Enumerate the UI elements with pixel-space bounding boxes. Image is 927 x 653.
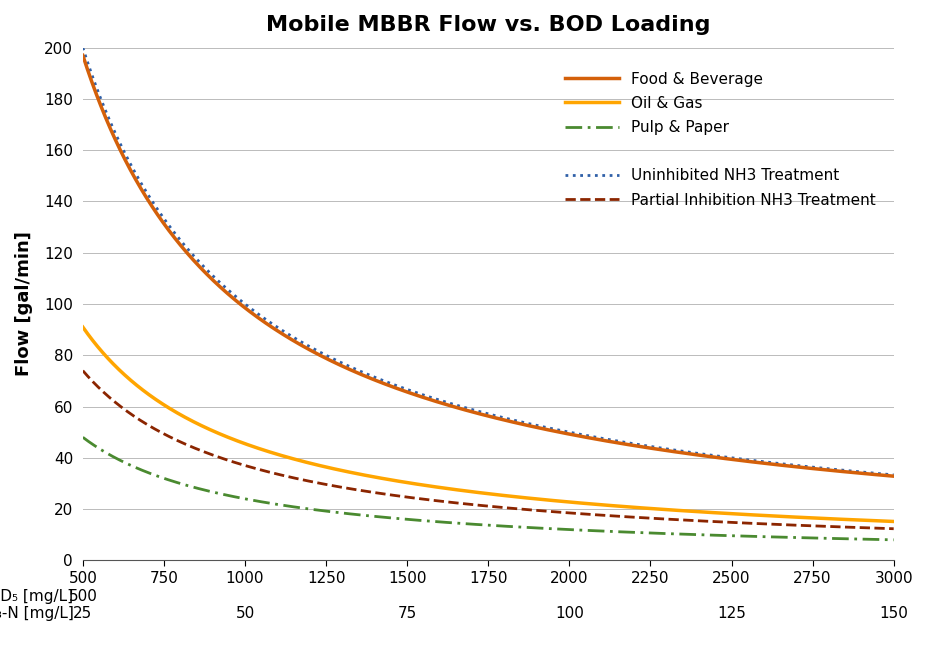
- Text: 125: 125: [717, 607, 745, 622]
- Text: 100: 100: [554, 607, 583, 622]
- Text: 25: 25: [73, 607, 93, 622]
- Text: 150: 150: [878, 607, 908, 622]
- Text: 75: 75: [397, 607, 416, 622]
- Legend: Food & Beverage, Oil & Gas, Pulp & Paper, , Uninhibited NH3 Treatment, Partial I: Food & Beverage, Oil & Gas, Pulp & Paper…: [559, 65, 881, 214]
- Y-axis label: Flow [gal/min]: Flow [gal/min]: [15, 232, 33, 376]
- Title: Mobile MBBR Flow vs. BOD Loading: Mobile MBBR Flow vs. BOD Loading: [266, 15, 710, 35]
- Text: NH₃-N [mg/L]: NH₃-N [mg/L]: [0, 607, 73, 622]
- Text: BOD₅ [mg/L]: BOD₅ [mg/L]: [0, 589, 73, 604]
- Text: 500: 500: [69, 589, 97, 604]
- Text: 50: 50: [235, 607, 254, 622]
